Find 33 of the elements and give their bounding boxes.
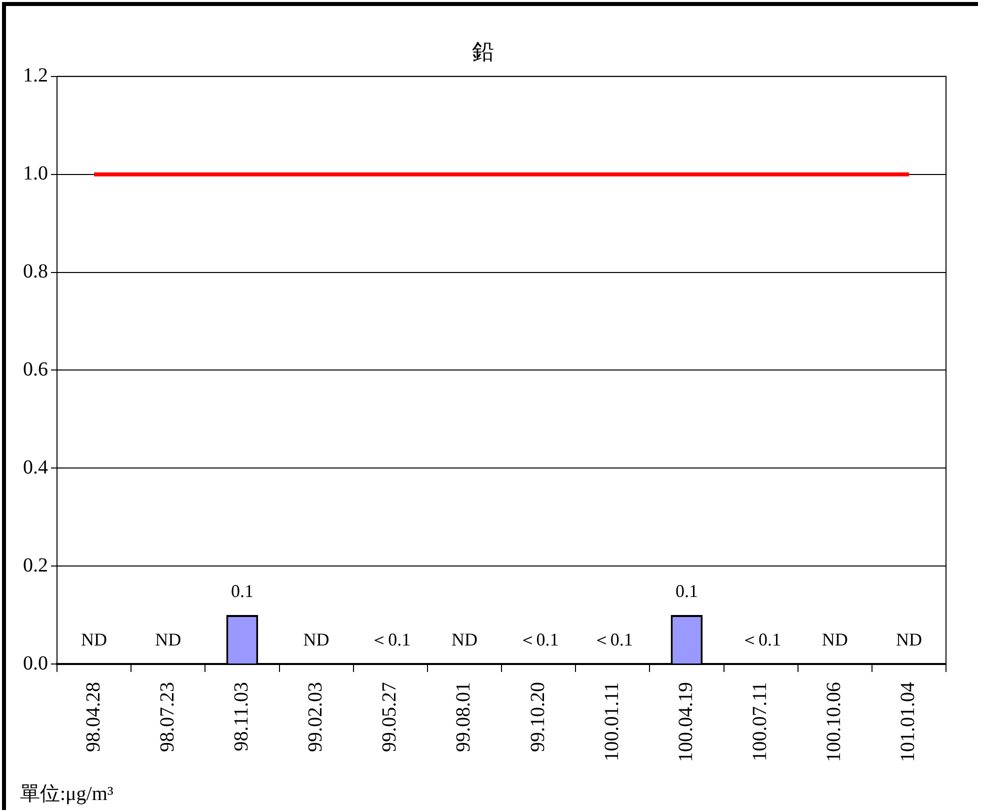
text: ＜0.1 xyxy=(370,630,411,650)
text: 單位:μg/m³ xyxy=(20,782,114,807)
x-tick-label: 99.08.01 xyxy=(452,682,475,752)
x-tick-label: 100.10.06 xyxy=(823,682,846,762)
y-tick-label: 1.2 xyxy=(23,64,48,87)
y-tick-label: 1.0 xyxy=(23,162,48,185)
y-tick-label: 0.4 xyxy=(23,456,48,478)
text: ND xyxy=(451,630,478,650)
y-tick-label: 0.0 xyxy=(23,652,48,674)
text: ND xyxy=(822,630,848,650)
y-tick-label: 0.8 xyxy=(23,260,48,283)
data-label: 0.1 xyxy=(675,580,698,601)
data-label: 0.1 xyxy=(230,580,254,601)
x-tick-label: 98.04.28 xyxy=(82,682,104,752)
x-tick-label: 101.01.04 xyxy=(897,682,920,762)
text: ND xyxy=(303,630,330,650)
chart-title: 鉛 xyxy=(472,38,494,64)
text: ＜0.1 xyxy=(740,630,782,650)
text: ＜0.1 xyxy=(518,630,559,650)
x-tick-label: 98.11.03 xyxy=(230,682,252,752)
y-tick-label: 0.6 xyxy=(23,358,48,380)
x-tick-label: 99.02.03 xyxy=(304,682,327,752)
x-tick-label: 100.07.11 xyxy=(749,682,772,762)
x-tick-label: 100.04.19 xyxy=(674,682,697,762)
x-tick-label: 100.01.11 xyxy=(600,682,623,762)
text: ＜0.1 xyxy=(592,630,633,650)
y-tick-label: 0.2 xyxy=(23,554,48,576)
x-tick-label: 98.07.23 xyxy=(156,682,178,752)
x-tick-label: 99.05.27 xyxy=(378,682,401,752)
text: ND xyxy=(155,630,182,650)
x-tick-label: 99.10.20 xyxy=(526,682,549,752)
text: ND xyxy=(81,630,108,650)
text: ND xyxy=(896,630,922,650)
